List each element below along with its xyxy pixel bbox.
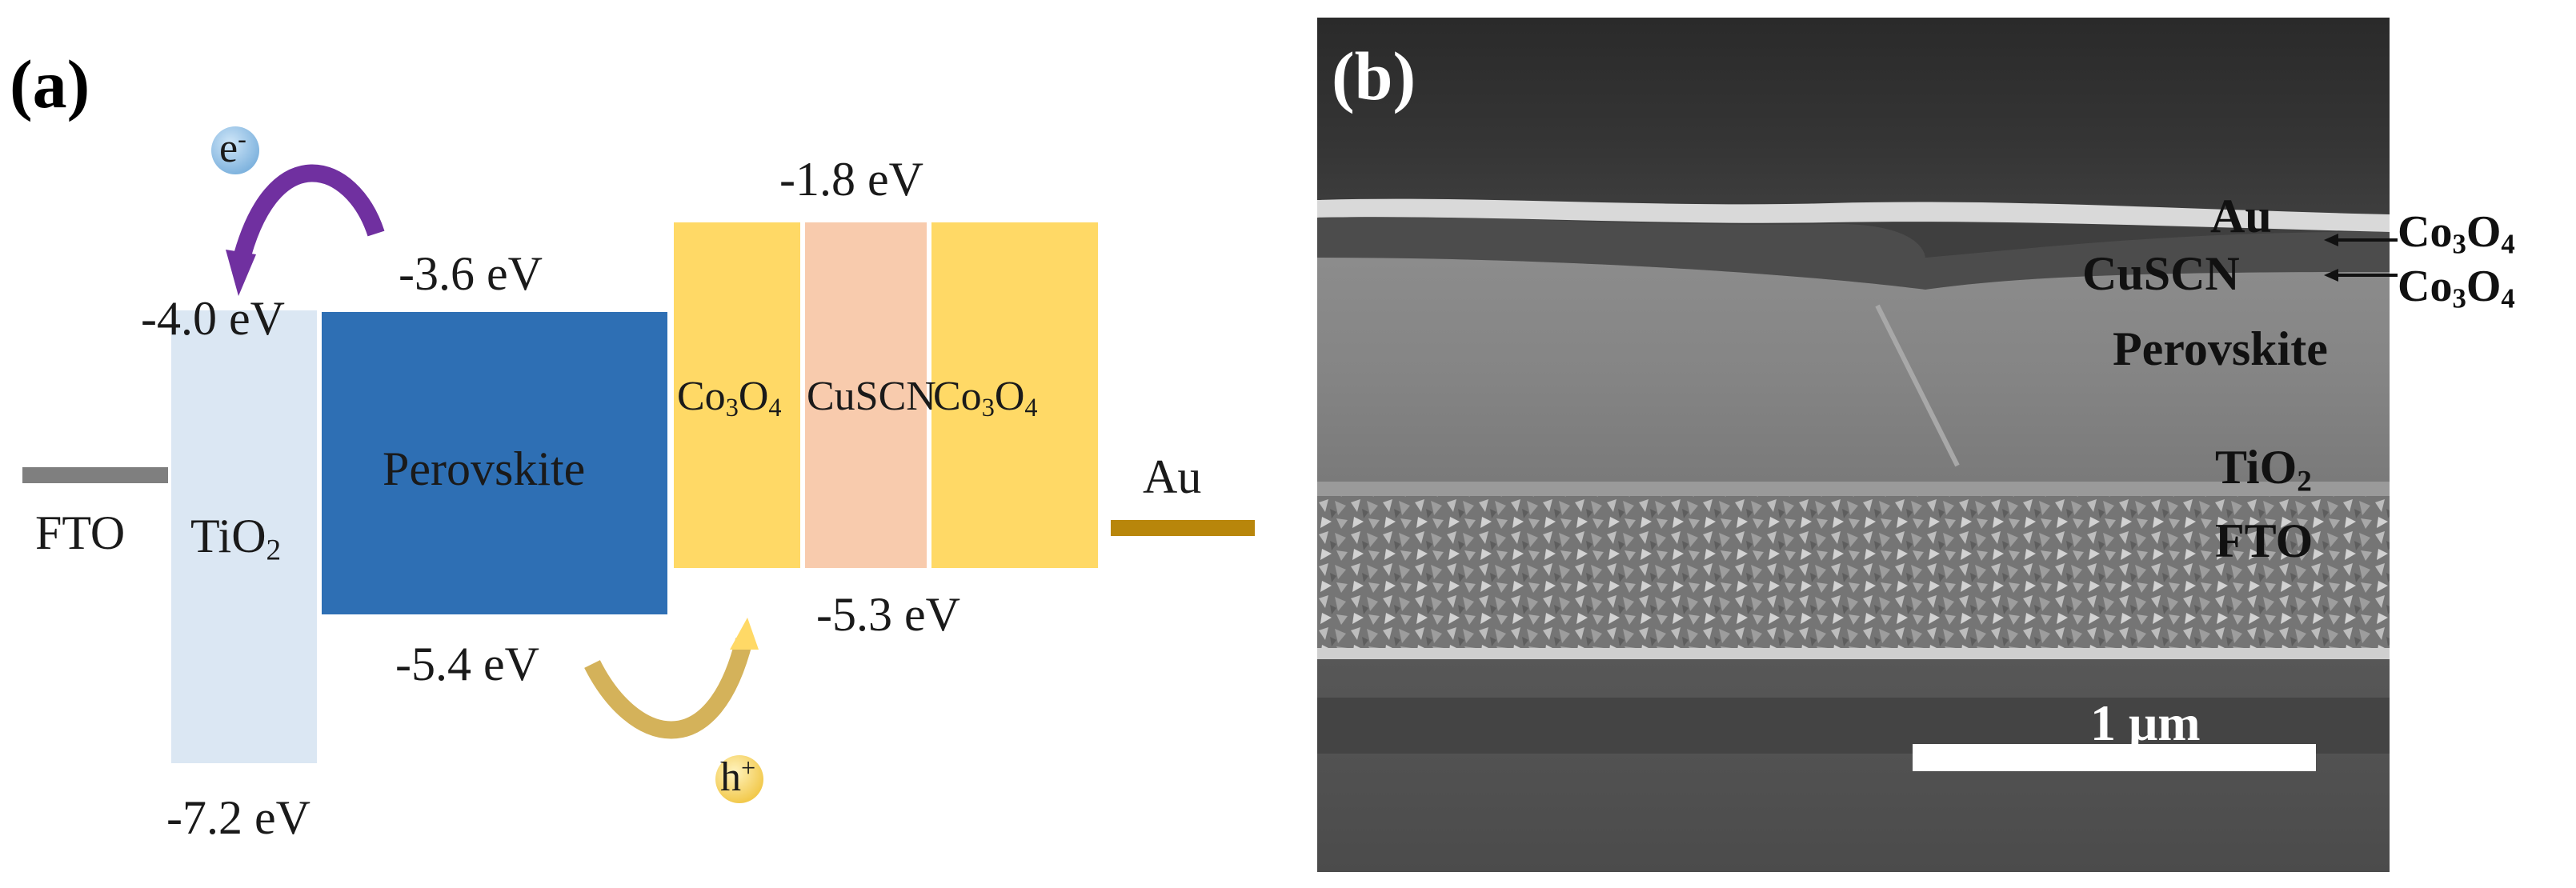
co3o4-left-label: Co3O4	[677, 374, 782, 422]
co3o4-lower-label: Co3O4	[2398, 262, 2515, 314]
perovskite-label: Perovskite	[383, 442, 586, 495]
electron-transfer-arrow	[231, 164, 385, 266]
au-level-line	[1111, 520, 1255, 536]
perovskite-block	[322, 312, 667, 614]
electron-arrowhead	[226, 250, 256, 296]
sem-cuscn-label: CuSCN	[2082, 247, 2240, 300]
htl-cb-energy: -1.8 eV	[779, 153, 923, 206]
tio2-vb-energy: -7.2 eV	[166, 791, 310, 844]
scale-bar	[1913, 744, 2316, 771]
carrier-transfer-arrows	[211, 126, 763, 803]
electron-label: e-	[219, 124, 246, 171]
scale-bar-label: 1 μm	[2090, 694, 2201, 751]
hole-bubble	[715, 755, 763, 803]
hole-transfer-arrow	[584, 638, 753, 739]
hole-label: h+	[720, 753, 756, 800]
electron-bubble	[211, 126, 259, 174]
tio2-block	[171, 310, 317, 763]
co3o4-right-label: Co3O4	[933, 374, 1038, 422]
hole-arrowhead	[730, 618, 759, 650]
perovskite-cb-energy: -3.6 eV	[399, 247, 543, 300]
perovskite-vb-energy: -5.4 eV	[395, 638, 539, 690]
fto-label: FTO	[35, 506, 126, 559]
fto-level-line	[22, 467, 168, 483]
htl-vb-energy: -5.3 eV	[816, 588, 960, 641]
tio2-cb-energy: -4.0 eV	[141, 292, 285, 345]
sem-perovskite-label: Perovskite	[2113, 322, 2328, 375]
sem-fto-label: FTO	[2215, 514, 2314, 567]
co3o4-left-block	[674, 222, 800, 568]
co3o4-upper-label: Co3O4	[2398, 207, 2515, 260]
sem-au-label: Au	[2210, 190, 2272, 242]
co3o4-pointer-arrows	[2324, 234, 2398, 282]
sem-cross-section-image	[1317, 18, 2390, 872]
panel-b-label: (b)	[1332, 38, 1416, 114]
co3o4-right-block	[931, 222, 1098, 568]
cuscn-label: CuSCN	[807, 374, 936, 419]
panel-a-label: (a)	[10, 46, 90, 122]
cuscn-block	[805, 222, 927, 568]
sem-tio2-label: TiO2	[2215, 441, 2312, 498]
au-label: Au	[1143, 450, 1202, 503]
tio2-label: TiO2	[190, 510, 282, 567]
